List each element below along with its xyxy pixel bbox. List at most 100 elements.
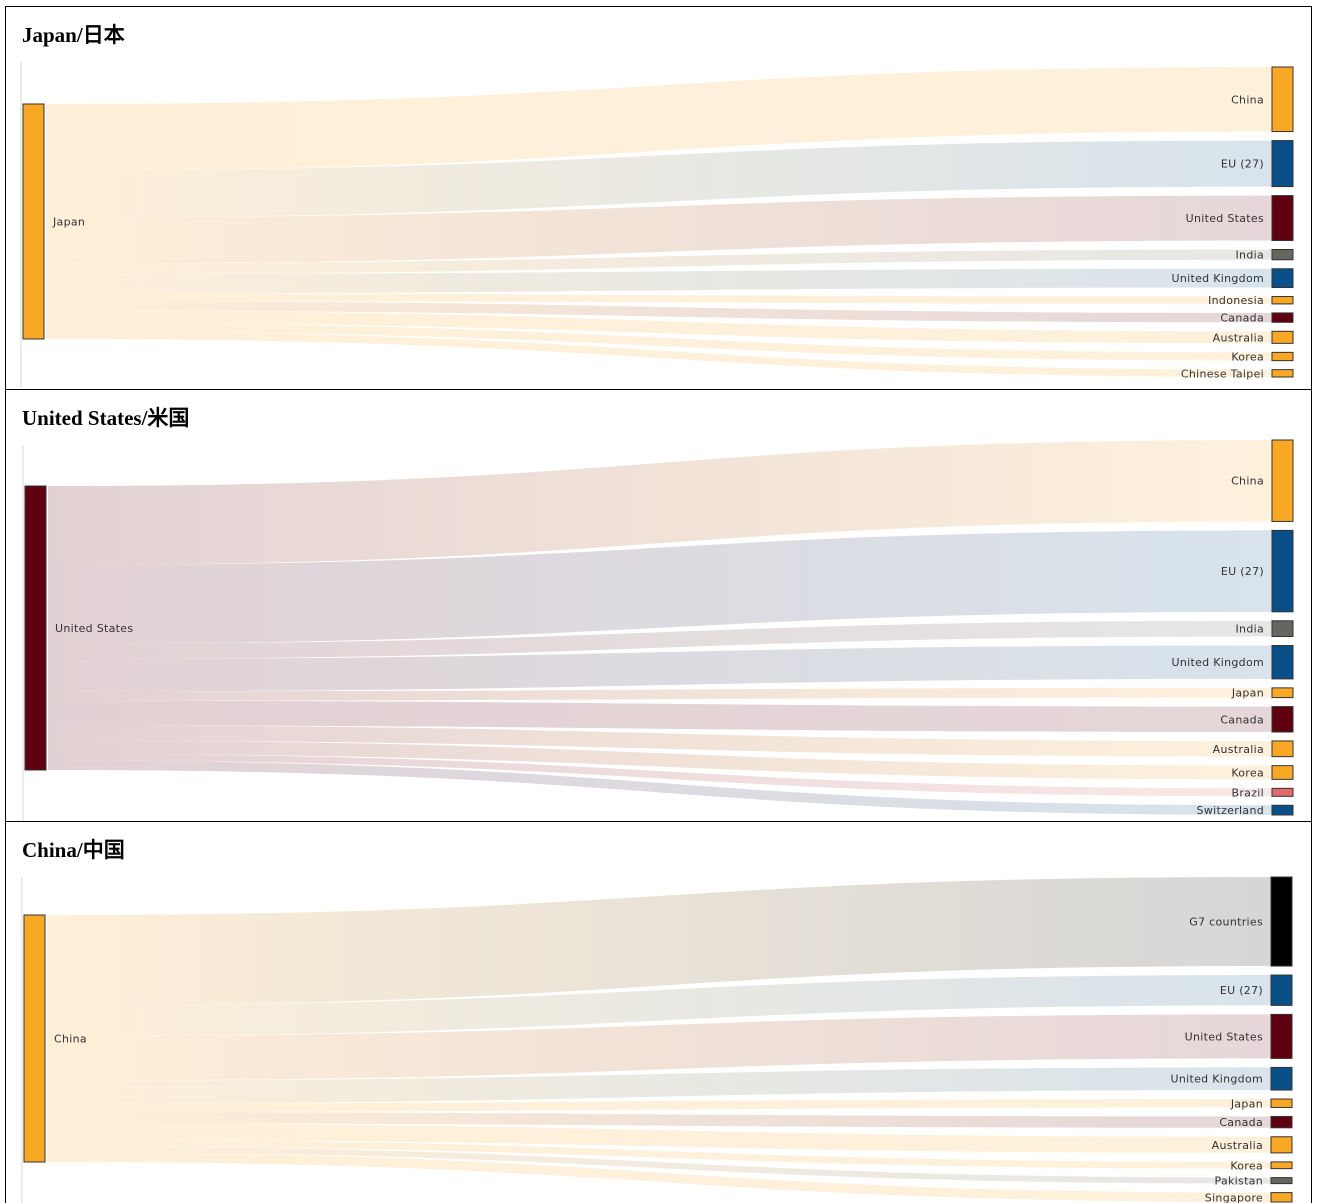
target-node-label-india: India [1236,623,1265,636]
target-node-label-canada: Canada [1220,713,1264,726]
target-node-label-g7-countries: G7 countries [1189,916,1263,929]
source-node-label: China [54,1033,87,1046]
target-node-label-australia: Australia [1213,743,1264,756]
target-node-eu-27 [1271,140,1294,188]
target-node-canada [1271,312,1294,323]
link-brazil [48,753,1272,797]
link-india [48,620,1272,660]
target-node-label-india: India [1236,249,1265,262]
target-node-canada [1270,1115,1293,1129]
link-canada [47,1112,1271,1128]
target-node-brazil [1271,787,1294,797]
target-node-singapore [1270,1192,1293,1203]
source-node-label: Japan [52,216,85,229]
target-node-australia [1270,1136,1293,1154]
source-node [23,914,46,1163]
target-node-label-korea: Korea [1231,767,1264,780]
link-korea [46,322,1272,361]
target-node-label-japan: Japan [1231,687,1264,700]
target-node-label-united-states: United States [1186,212,1264,225]
sankey-diagram-china: China G7 countries EU (27) United States Uni… [21,876,1293,1203]
link-united-kingdom [47,1067,1271,1104]
target-node-japan [1271,687,1294,699]
target-node-label-eu-27: EU (27) [1220,984,1263,997]
target-node-united-kingdom [1271,644,1294,680]
sankey-diagram-japan: Japan China EU (27) United States India Unite… [20,62,1294,387]
link-korea [48,740,1272,780]
target-node-korea [1271,351,1294,362]
target-node-label-united-states: United States [1185,1030,1263,1043]
link-eu-27 [48,530,1272,644]
source-node [24,485,47,771]
target-node-korea [1270,1161,1293,1170]
link-indonesia [46,293,1272,304]
panel-title: China/中国 [22,838,125,862]
target-node-china [1271,66,1294,133]
target-node-united-states [1271,195,1294,241]
panel-china: China/中国 China G7 countries EU (27) United … [5,821,1312,1203]
target-node-label-china: China [1231,93,1264,106]
target-node-china [1271,439,1294,522]
panel-united-states: United States/米国 United States China EU (2… [5,389,1312,822]
link-japan [48,687,1272,701]
target-node-label-indonesia: Indonesia [1208,294,1264,307]
target-node-chinese-taipei [1271,369,1294,378]
link-singapore [47,1152,1271,1202]
link-australia [46,310,1272,344]
link-eu-27 [47,975,1271,1036]
target-node-united-states [1270,1013,1293,1059]
link-china [46,67,1272,171]
target-node-label-korea: Korea [1230,1159,1263,1172]
target-node-label-china: China [1231,475,1264,488]
target-node-label-switzerland: Switzerland [1197,804,1264,817]
link-pakistan [47,1146,1271,1184]
links [46,67,1272,377]
target-node-label-singapore: Singapore [1205,1191,1263,1203]
target-node-label-korea: Korea [1231,350,1264,363]
target-node-switzerland [1271,804,1294,816]
target-node-label-pakistan: Pakistan [1215,1175,1263,1188]
target-node-india [1271,620,1294,638]
link-canada [46,300,1272,323]
link-australia [47,1123,1271,1153]
link-united-kingdom [46,268,1272,294]
target-node-eu-27 [1271,529,1294,613]
link-switzerland [48,760,1272,815]
target-node-label-united-kingdom: United Kingdom [1172,656,1265,669]
panel-title: Japan/日本 [22,23,125,47]
target-node-australia [1271,330,1294,344]
target-node-label-chinese-taipei: Chinese Taipei [1181,367,1264,380]
links [47,877,1271,1202]
link-australia [48,725,1272,757]
target-node-australia [1271,740,1294,758]
target-node-label-brazil: Brazil [1232,786,1265,799]
link-korea [47,1139,1271,1169]
link-chinese-taipei [46,331,1272,377]
target-node-united-kingdom [1270,1066,1293,1091]
link-eu-27 [46,140,1272,218]
link-united-kingdom [48,645,1272,692]
link-china [48,440,1272,565]
link-india [46,249,1272,275]
source-node-label: United States [55,622,133,635]
target-node-label-eu-27: EU (27) [1221,158,1264,171]
target-node-label-eu-27: EU (27) [1221,565,1264,578]
target-node-label-australia: Australia [1213,331,1264,344]
target-node-japan [1270,1098,1293,1108]
target-node-label-japan: Japan [1230,1097,1263,1110]
target-node-label-australia: Australia [1212,1139,1263,1152]
source-node [22,103,45,340]
target-node-united-kingdom [1271,268,1294,289]
target-node-label-united-kingdom: United Kingdom [1172,272,1265,285]
links [48,440,1272,815]
target-node-eu-27 [1270,974,1293,1006]
target-node-label-canada: Canada [1220,312,1264,325]
sankey-diagram-united-states: United States China EU (27) India United Kin… [22,439,1294,821]
target-node-label-united-kingdom: United Kingdom [1171,1073,1264,1086]
target-node-indonesia [1271,296,1294,305]
link-g7-countries [47,877,1271,1006]
target-node-pakistan [1270,1177,1293,1185]
link-united-states [46,195,1272,264]
link-japan [47,1099,1271,1113]
link-canada [48,700,1272,732]
